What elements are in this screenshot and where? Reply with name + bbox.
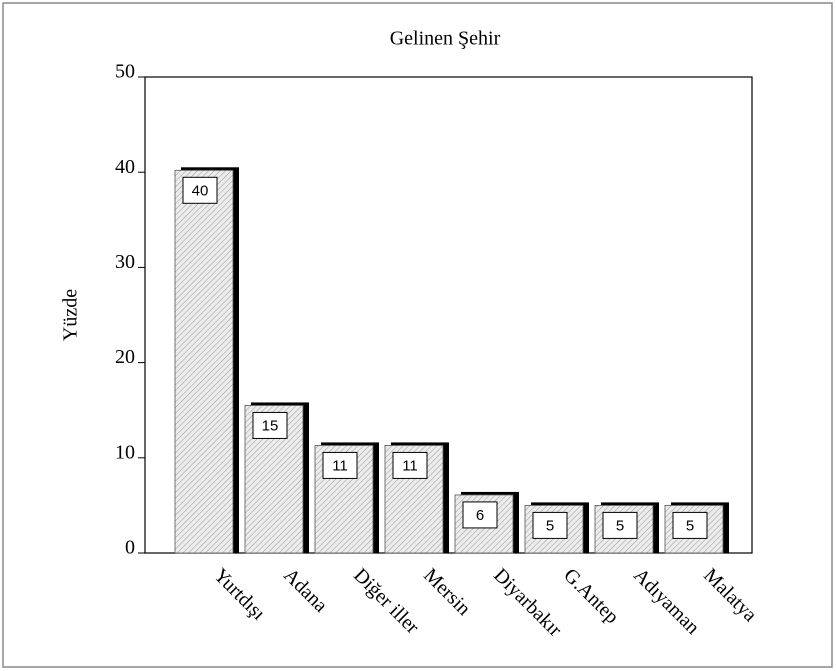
y-tick-label: 10 [115,441,135,463]
x-tick-label: Diğer iller [349,564,423,638]
x-tick-label: Adana [279,564,332,617]
value-label-box [532,511,568,539]
value-label-box [462,501,498,529]
value-label: 6 [476,507,484,524]
value-label: 40 [192,182,209,199]
bar [174,169,234,554]
value-label-box [602,511,638,539]
x-tick-label: Adıyaman [629,564,703,638]
value-label: 15 [262,417,279,434]
value-label-box [252,411,288,439]
x-tick-label: Yurtdışı [209,564,270,625]
y-tick-label: 50 [115,61,135,83]
value-label: 5 [616,517,624,534]
y-tick-label: 20 [115,346,135,368]
y-tick-label: 0 [125,537,135,559]
value-label-box [392,451,428,479]
value-label: 11 [402,457,418,474]
x-tick-label: Diyarbakır [489,564,566,641]
x-tick-label: G.Antep [559,564,623,628]
x-tick-label: Malatya [699,564,761,626]
value-label: 5 [686,517,694,534]
chart-title: Gelinen Şehir [390,28,501,50]
y-tick-label: 40 [115,156,135,178]
value-label-box [322,451,358,479]
value-label-box [182,176,218,204]
value-label: 5 [546,517,554,534]
value-label-box [672,511,708,539]
x-tick-label: Mersin [419,564,475,620]
y-tick-label: 30 [115,251,135,273]
y-axis-label: Yüzde [60,289,82,341]
value-label: 11 [332,457,348,474]
